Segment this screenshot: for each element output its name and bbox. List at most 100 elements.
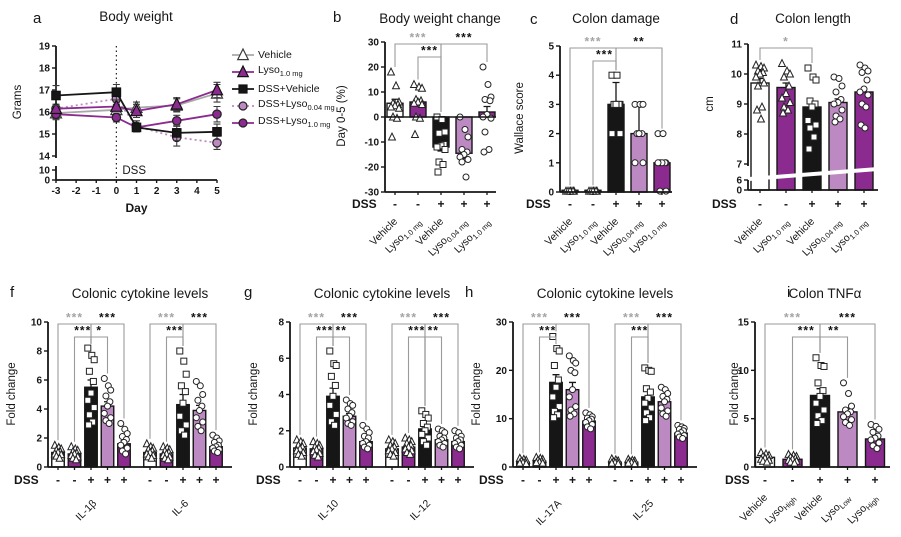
- chart-text: 30: [496, 318, 508, 329]
- sig-bracket: [182, 323, 217, 431]
- data-point: [756, 113, 766, 123]
- data-point: [418, 430, 426, 438]
- sig-bracket: [407, 336, 426, 433]
- dss-symbol: +: [196, 473, 203, 487]
- dss-symbol: -: [298, 473, 302, 487]
- data-point: [647, 404, 655, 412]
- dss-symbol: -: [630, 473, 634, 487]
- data-point: [550, 362, 558, 369]
- chart-text: 2: [36, 434, 42, 445]
- data-point: [214, 449, 222, 456]
- data-point: [781, 88, 791, 97]
- data-point: [85, 367, 93, 375]
- data-point: [751, 71, 761, 81]
- panel-letter-a: a: [33, 10, 42, 27]
- data-point: [838, 106, 846, 114]
- chart-element: 1.0 mg: [848, 219, 871, 242]
- chart-text: 2: [154, 186, 160, 197]
- chart-text: 5: [743, 414, 749, 425]
- dss-symbol: -: [148, 473, 152, 487]
- legend-label: DSS+Lyso1.0 mg: [258, 115, 331, 130]
- data-point: [179, 399, 187, 407]
- data-point: [117, 441, 125, 449]
- data-point: [836, 115, 844, 123]
- sig-stars: ***: [584, 35, 601, 49]
- panel-letter-d: d: [730, 11, 739, 28]
- chart-text: 11: [731, 40, 742, 51]
- data-point: [662, 412, 670, 420]
- chart-text: 10: [31, 318, 43, 329]
- data-point: [462, 173, 470, 181]
- data-point: [199, 418, 207, 426]
- data-point: [441, 128, 449, 136]
- data-point: [424, 414, 432, 422]
- dss-symbol: -: [165, 473, 169, 487]
- chart-text: 2: [278, 426, 284, 437]
- data-point: [387, 131, 397, 141]
- data-point: [238, 117, 248, 128]
- data-point: [212, 126, 222, 137]
- data-point: [170, 96, 184, 110]
- bar-label: LysoHigh: [763, 492, 799, 528]
- data-point: [752, 104, 762, 114]
- data-point: [555, 347, 563, 355]
- chart-text: 6: [278, 354, 284, 365]
- data-point: [100, 375, 108, 383]
- sig-stars: ***: [596, 48, 613, 62]
- data-point: [646, 388, 654, 396]
- legend-item: Vehicle: [230, 46, 340, 63]
- data-point: [654, 159, 662, 167]
- dss-symbol: -: [416, 197, 420, 211]
- sig-stars: ***: [539, 324, 556, 338]
- data-point: [332, 362, 340, 369]
- chart-text: 0: [114, 186, 120, 197]
- dss-symbol: +: [816, 473, 823, 487]
- chart-text: 0: [743, 463, 749, 474]
- chart-element: High: [864, 495, 881, 512]
- sig-stars: ***: [99, 311, 116, 325]
- chart-text: 20: [496, 366, 508, 377]
- data-point: [71, 454, 81, 464]
- sig-stars: ***: [421, 44, 438, 58]
- data-point: [238, 100, 248, 111]
- data-point: [661, 398, 668, 406]
- data-point: [238, 83, 248, 94]
- data-point: [785, 68, 795, 78]
- dss-symbol: -: [393, 197, 397, 211]
- dss-symbol: -: [568, 197, 572, 211]
- sig-stars: **: [428, 324, 439, 338]
- data-point: [147, 453, 156, 462]
- dss-symbol: +: [552, 473, 559, 487]
- data-point: [856, 88, 864, 96]
- dss-symbol: -: [315, 473, 319, 487]
- data-point: [111, 112, 122, 123]
- data-point: [848, 416, 855, 424]
- data-point: [332, 410, 340, 418]
- data-point: [410, 129, 420, 138]
- chart-text: 1: [134, 186, 140, 197]
- data-point: [192, 414, 200, 422]
- data-point: [85, 421, 93, 429]
- dss-symbol: +: [860, 197, 867, 211]
- data-point: [433, 143, 441, 151]
- data-point: [212, 109, 222, 119]
- sig-stars: ***: [66, 311, 83, 325]
- dss-row-label: DSS: [479, 473, 504, 487]
- sig-stars: ***: [191, 311, 208, 325]
- chart-text: 14: [39, 152, 51, 163]
- data-point: [456, 445, 464, 453]
- sig-bracket: [538, 336, 557, 453]
- data-point: [464, 156, 472, 163]
- sig-stars: ***: [166, 324, 183, 338]
- chart-text: 4: [278, 390, 284, 401]
- chart-text: 17: [39, 86, 51, 97]
- data-point: [808, 103, 816, 111]
- data-point: [812, 121, 820, 129]
- chart-text: 4: [548, 71, 554, 82]
- data-point: [785, 97, 795, 106]
- legend-marker-icon: [232, 83, 254, 94]
- panel-c: c Colon damage Wallace score 0 1 2 3 4 5 *** **…: [502, 4, 680, 264]
